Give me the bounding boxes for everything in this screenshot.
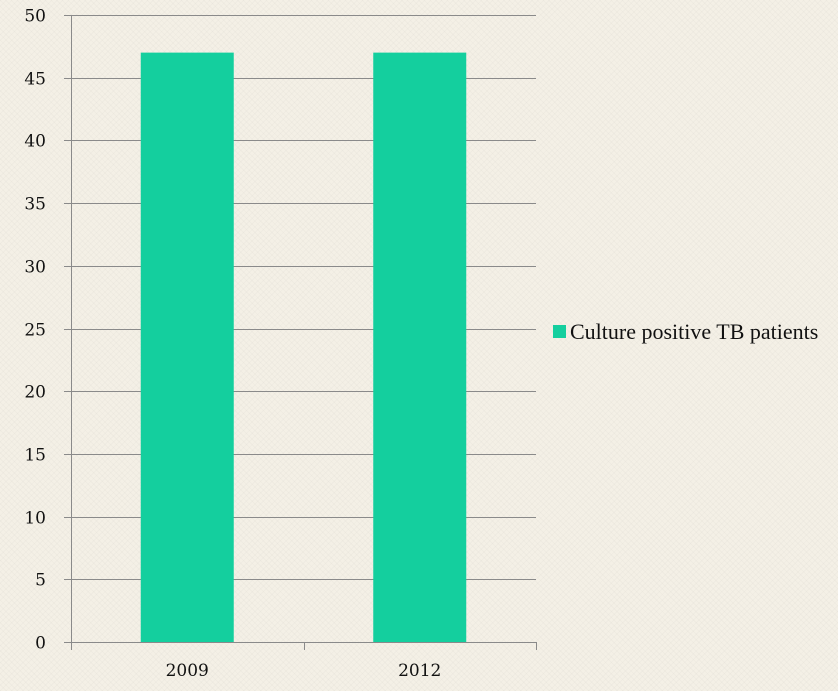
legend: Culture positive TB patients — [553, 318, 833, 345]
y-tick-label: 40 — [24, 132, 46, 152]
y-tick-label: 50 — [24, 7, 46, 27]
axes — [64, 15, 537, 650]
y-tick-label: 5 — [35, 571, 46, 591]
x-tick-label: 2012 — [398, 661, 441, 681]
y-tick-label: 30 — [24, 258, 46, 278]
y-tick-label: 10 — [24, 509, 46, 529]
legend-label: Culture positive TB patients — [570, 319, 819, 344]
tick-labels: 0 5 10 15 20 25 30 35 40 45 50 2009 2012 — [24, 7, 441, 682]
y-tick-label: 35 — [24, 195, 46, 215]
y-tick-label: 25 — [24, 321, 46, 341]
bar — [373, 52, 467, 643]
bars — [140, 52, 467, 643]
y-tick-label: 0 — [35, 634, 46, 654]
legend-swatch — [553, 325, 566, 338]
bar — [140, 52, 234, 643]
y-tick-label: 15 — [24, 446, 46, 466]
x-tick-label: 2009 — [166, 661, 209, 681]
y-tick-label: 20 — [24, 383, 46, 403]
y-tick-label: 45 — [24, 70, 46, 90]
